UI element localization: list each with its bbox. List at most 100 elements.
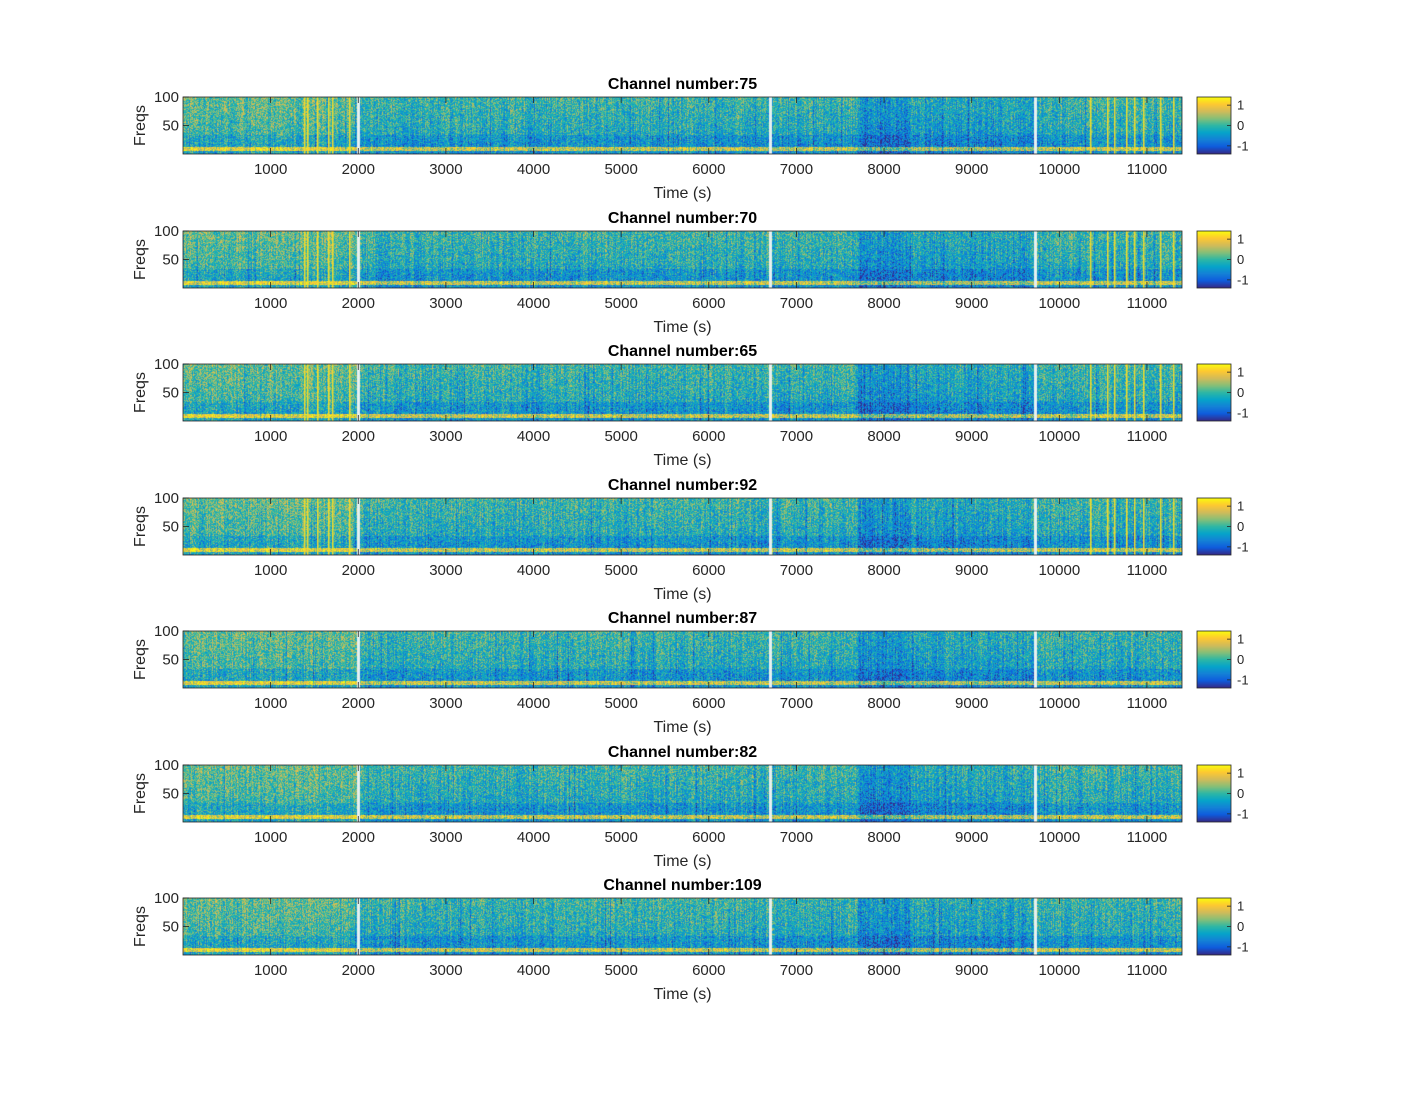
- x-tick-label: 9000: [955, 295, 988, 312]
- x-tick-label: 5000: [604, 562, 637, 579]
- x-tick-label: 1000: [254, 295, 287, 312]
- spectrogram-panel: Channel number:109 1000 2000 3000 4000 5000 60…: [0, 871, 1406, 1005]
- colorbar: [1197, 97, 1231, 154]
- spectrogram-panel: Channel number:82 1000 2000 3000 4000 5000 600…: [0, 738, 1406, 872]
- colorbar-tick-label: 1: [1237, 765, 1244, 780]
- spectrogram-heatmap: [183, 364, 1182, 421]
- spectrogram-heatmap: [183, 97, 1182, 154]
- spectrogram-heatmap: [183, 631, 1182, 688]
- x-tick-label: 2000: [342, 161, 375, 178]
- x-tick-label: 10000: [1038, 161, 1080, 178]
- colorbar-tick-label: 0: [1237, 786, 1244, 801]
- y-axis-label: Freqs: [132, 906, 149, 947]
- y-tick-label: 100: [154, 89, 179, 106]
- x-tick-label: 9000: [955, 562, 988, 579]
- x-tick-label: 6000: [692, 695, 725, 712]
- x-tick-label: 11000: [1127, 829, 1168, 846]
- x-tick-label: 10000: [1038, 562, 1080, 579]
- colorbar-tick-label: 0: [1237, 919, 1244, 934]
- colorbar-tick-label: 1: [1237, 231, 1244, 246]
- y-axis-label: Freqs: [132, 639, 149, 680]
- x-tick-label: 10000: [1038, 695, 1080, 712]
- y-tick-label: 100: [154, 356, 179, 373]
- spectrogram-panel: Channel number:92 1000 2000 3000 4000 5000 600…: [0, 471, 1406, 605]
- x-tick-label: 9000: [955, 695, 988, 712]
- x-tick-label: 3000: [429, 295, 462, 312]
- chart-title: Channel number:109: [603, 877, 761, 894]
- x-tick-label: 8000: [867, 161, 900, 178]
- x-tick-label: 3000: [429, 829, 462, 846]
- x-tick-label: 5000: [604, 161, 637, 178]
- colorbar: [1197, 364, 1231, 421]
- y-axis-label: Freqs: [132, 372, 149, 413]
- spectrogram-panel: Channel number:65 1000 2000 3000 4000 5000 600…: [0, 337, 1406, 471]
- chart-title: Channel number:92: [608, 477, 757, 494]
- y-axis-label: Freqs: [132, 506, 149, 547]
- x-tick-label: 5000: [604, 695, 637, 712]
- x-tick-label: 8000: [867, 295, 900, 312]
- x-tick-label: 10000: [1038, 962, 1080, 979]
- x-tick-label: 10000: [1038, 829, 1080, 846]
- y-tick-label: 100: [154, 890, 179, 907]
- x-tick-label: 1000: [254, 829, 287, 846]
- x-tick-label: 9000: [955, 428, 988, 445]
- x-axis-label: Time (s): [653, 853, 711, 870]
- colorbar: [1197, 497, 1231, 555]
- x-tick-label: 1000: [254, 562, 287, 579]
- x-tick-label: 5000: [604, 428, 637, 445]
- x-tick-label: 8000: [867, 829, 900, 846]
- x-axis-label: Time (s): [653, 452, 711, 469]
- spectrogram-heatmap: [183, 497, 1182, 555]
- x-tick-label: 5000: [604, 962, 637, 979]
- x-tick-label: 2000: [342, 829, 375, 846]
- x-tick-label: 8000: [867, 962, 900, 979]
- x-tick-label: 10000: [1038, 428, 1080, 445]
- colorbar-tick-label: -1: [1237, 939, 1249, 954]
- x-tick-label: 11000: [1127, 962, 1168, 979]
- x-tick-label: 4000: [517, 295, 550, 312]
- y-axis-label: Freqs: [132, 239, 149, 280]
- x-tick-label: 7000: [780, 428, 813, 445]
- x-tick-label: 11000: [1127, 428, 1168, 445]
- x-tick-label: 2000: [342, 962, 375, 979]
- x-tick-label: 6000: [692, 829, 725, 846]
- chart-title: Channel number:82: [608, 744, 757, 761]
- colorbar-tick-label: -1: [1237, 672, 1249, 687]
- x-tick-label: 11000: [1127, 295, 1168, 312]
- y-tick-label: 50: [162, 251, 179, 268]
- colorbar-tick-label: -1: [1237, 405, 1249, 420]
- x-tick-label: 2000: [342, 295, 375, 312]
- x-tick-label: 8000: [867, 562, 900, 579]
- y-tick-label: 50: [162, 919, 179, 936]
- x-tick-label: 11000: [1127, 695, 1168, 712]
- colorbar-tick-label: 0: [1237, 252, 1244, 267]
- x-tick-label: 3000: [429, 562, 462, 579]
- x-tick-label: 8000: [867, 695, 900, 712]
- y-tick-label: 100: [154, 623, 179, 640]
- x-tick-label: 1000: [254, 962, 287, 979]
- x-tick-label: 11000: [1127, 562, 1168, 579]
- x-axis-label: Time (s): [653, 185, 711, 202]
- spectrogram-heatmap: [183, 230, 1182, 288]
- spectrogram-panel: Channel number:87 1000 2000 3000 4000 5000 600…: [0, 604, 1406, 738]
- x-tick-label: 2000: [342, 695, 375, 712]
- y-tick-label: 50: [162, 118, 179, 135]
- chart-title: Channel number:75: [608, 76, 757, 93]
- x-tick-label: 5000: [604, 829, 637, 846]
- colorbar-tick-label: 1: [1237, 899, 1244, 914]
- x-tick-label: 9000: [955, 161, 988, 178]
- colorbar: [1197, 631, 1231, 688]
- x-tick-label: 2000: [342, 562, 375, 579]
- x-tick-label: 1000: [254, 161, 287, 178]
- x-tick-label: 11000: [1127, 161, 1168, 178]
- y-tick-label: 50: [162, 785, 179, 802]
- x-tick-label: 7000: [780, 829, 813, 846]
- x-tick-label: 6000: [692, 962, 725, 979]
- colorbar-tick-label: 1: [1237, 98, 1244, 113]
- x-tick-label: 7000: [780, 695, 813, 712]
